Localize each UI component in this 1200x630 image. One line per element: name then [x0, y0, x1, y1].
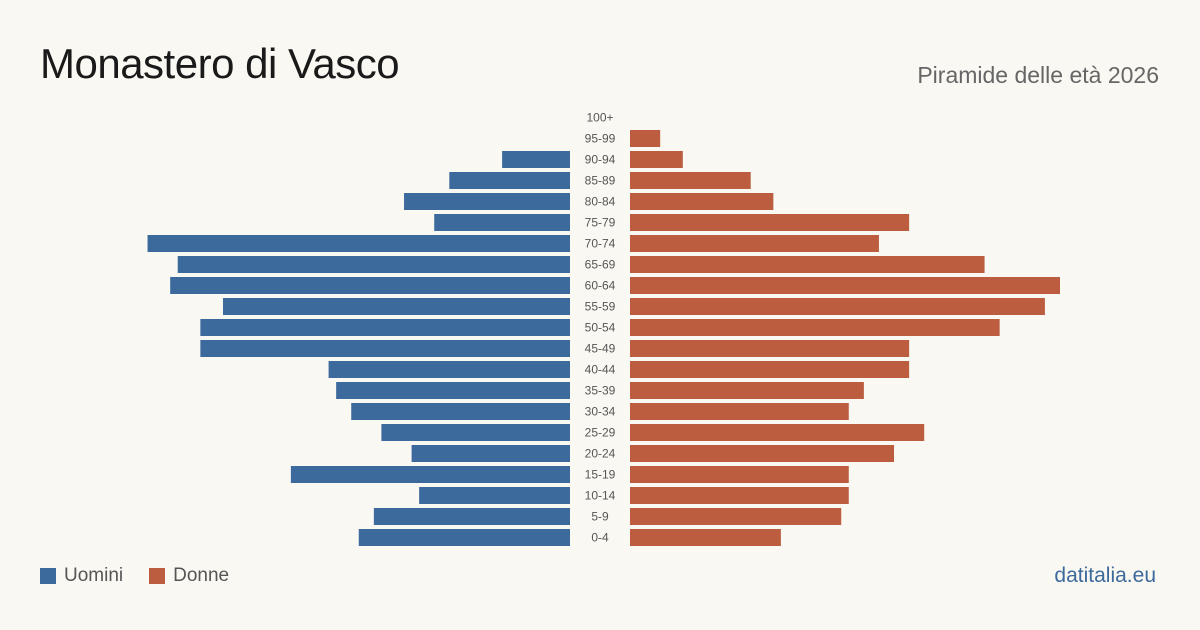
age-label-0-4: 0-4 [591, 531, 609, 545]
bar-women-40-44 [630, 361, 910, 378]
bar-men-75-79 [434, 214, 570, 231]
age-label-20-24: 20-24 [585, 447, 616, 461]
age-label-10-14: 10-14 [585, 489, 616, 503]
bar-women-60-64 [630, 277, 1060, 294]
age-label-55-59: 55-59 [585, 300, 616, 314]
bar-women-15-19 [630, 466, 849, 483]
source-link[interactable]: datitalia.eu [1054, 564, 1156, 587]
age-label-85-89: 85-89 [585, 174, 616, 188]
age-label-60-64: 60-64 [585, 279, 616, 293]
bar-men-10-14 [419, 487, 570, 504]
legend-item-men: Uomini [40, 565, 123, 587]
bar-women-30-34 [630, 403, 849, 420]
bar-men-15-19 [290, 466, 570, 483]
bar-men-60-64 [170, 277, 570, 294]
age-label-50-54: 50-54 [585, 321, 616, 335]
legend-label-women: Donne [173, 565, 230, 586]
age-label-5-9: 5-9 [591, 510, 609, 524]
age-label-25-29: 25-29 [585, 426, 616, 440]
bar-women-45-49 [630, 340, 910, 357]
bar-men-25-29 [381, 424, 570, 441]
bar-women-5-9 [630, 508, 842, 525]
age-label-30-34: 30-34 [585, 405, 616, 419]
age-label-100+: 100+ [586, 111, 613, 125]
bar-women-10-14 [630, 487, 849, 504]
age-label-45-49: 45-49 [585, 342, 616, 356]
bar-men-70-74 [147, 235, 570, 252]
age-label-40-44: 40-44 [585, 363, 616, 377]
age-label-65-69: 65-69 [585, 258, 616, 272]
age-label-35-39: 35-39 [585, 384, 616, 398]
bar-women-80-84 [630, 193, 774, 210]
legend-swatch-men [40, 568, 56, 584]
age-label-15-19: 15-19 [585, 468, 616, 482]
bar-men-20-24 [411, 445, 570, 462]
bar-women-50-54 [630, 319, 1000, 336]
bar-men-55-59 [222, 298, 570, 315]
bar-men-5-9 [373, 508, 570, 525]
bar-men-80-84 [404, 193, 570, 210]
bar-women-70-74 [630, 235, 879, 252]
age-label-70-74: 70-74 [585, 237, 616, 251]
bar-women-55-59 [630, 298, 1045, 315]
bar-women-90-94 [630, 151, 683, 168]
age-label-75-79: 75-79 [585, 216, 616, 230]
bar-men-65-69 [177, 256, 570, 273]
bar-men-85-89 [449, 172, 570, 189]
bar-men-40-44 [328, 361, 570, 378]
legend-swatch-women [149, 568, 166, 584]
bar-women-75-79 [630, 214, 910, 231]
bar-women-65-69 [630, 256, 985, 273]
bar-women-0-4 [630, 529, 781, 546]
bar-men-35-39 [336, 382, 570, 399]
age-label-80-84: 80-84 [585, 195, 616, 209]
legend: Uomini Donne [40, 565, 255, 587]
bar-men-0-4 [358, 529, 570, 546]
legend-item-women: Donne [149, 565, 229, 587]
bar-women-85-89 [630, 172, 751, 189]
legend-label-men: Uomini [64, 565, 124, 586]
bar-men-30-34 [351, 403, 570, 420]
bar-women-95-99 [630, 130, 661, 147]
bar-men-45-49 [200, 340, 570, 357]
bar-women-20-24 [630, 445, 895, 462]
bar-women-35-39 [630, 382, 864, 399]
bar-women-25-29 [630, 424, 925, 441]
age-label-90-94: 90-94 [585, 153, 616, 167]
chart-subtitle: Piramide delle età 2026 [917, 62, 1159, 88]
age-label-95-99: 95-99 [585, 132, 616, 146]
bar-men-50-54 [200, 319, 570, 336]
bar-men-90-94 [502, 151, 570, 168]
page-title: Monastero di Vasco [40, 40, 400, 87]
